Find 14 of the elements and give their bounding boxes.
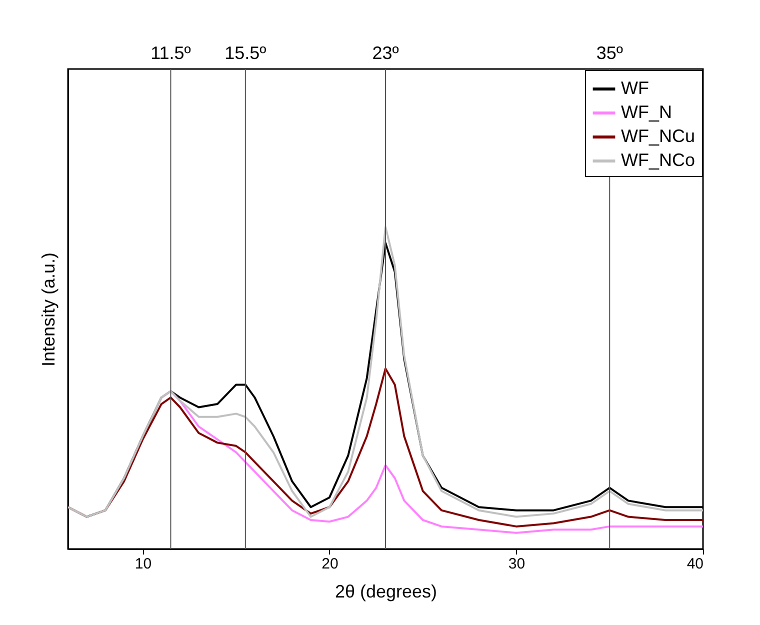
x-tick-label: 10 xyxy=(134,556,152,572)
x-tick-label: 20 xyxy=(322,556,338,572)
x-tick-label: 30 xyxy=(508,556,526,572)
legend-label: WF_NCu xyxy=(621,126,696,146)
ref-line-label: 35º xyxy=(596,43,624,63)
legend-label: WF xyxy=(621,78,649,98)
ref-line-label: 11.5º xyxy=(150,43,192,63)
y-axis-title: Intensity (a.u.) xyxy=(38,252,58,367)
x-tick-label: 40 xyxy=(686,556,704,572)
legend-label: WF_N xyxy=(621,102,672,122)
ref-line-label: 15.5º xyxy=(224,43,267,63)
legend-label: WF_NCo xyxy=(621,150,696,170)
x-axis-title: 2θ (degrees) xyxy=(334,582,438,602)
ref-line-label: 23º xyxy=(372,43,400,63)
